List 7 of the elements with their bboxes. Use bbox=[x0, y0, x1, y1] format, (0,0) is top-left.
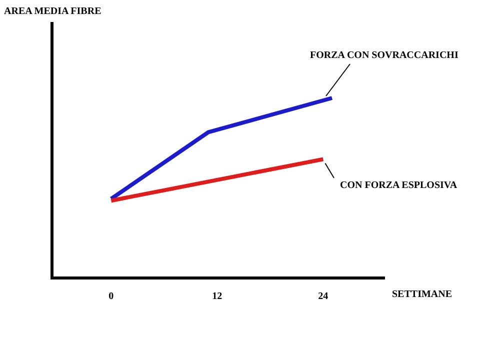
text: AREA MEDIA FIBRE bbox=[4, 6, 102, 17]
x-tick-label: 12 bbox=[212, 291, 222, 302]
text: CON FORZA ESPLOSIVA bbox=[340, 180, 458, 191]
text: FORZA CON SOVRACCARICHI bbox=[310, 50, 458, 61]
x-tick-label: 0 bbox=[108, 291, 114, 302]
x-axis-title: SETTIMANE bbox=[392, 289, 452, 300]
x-tick-label: 24 bbox=[318, 291, 328, 302]
